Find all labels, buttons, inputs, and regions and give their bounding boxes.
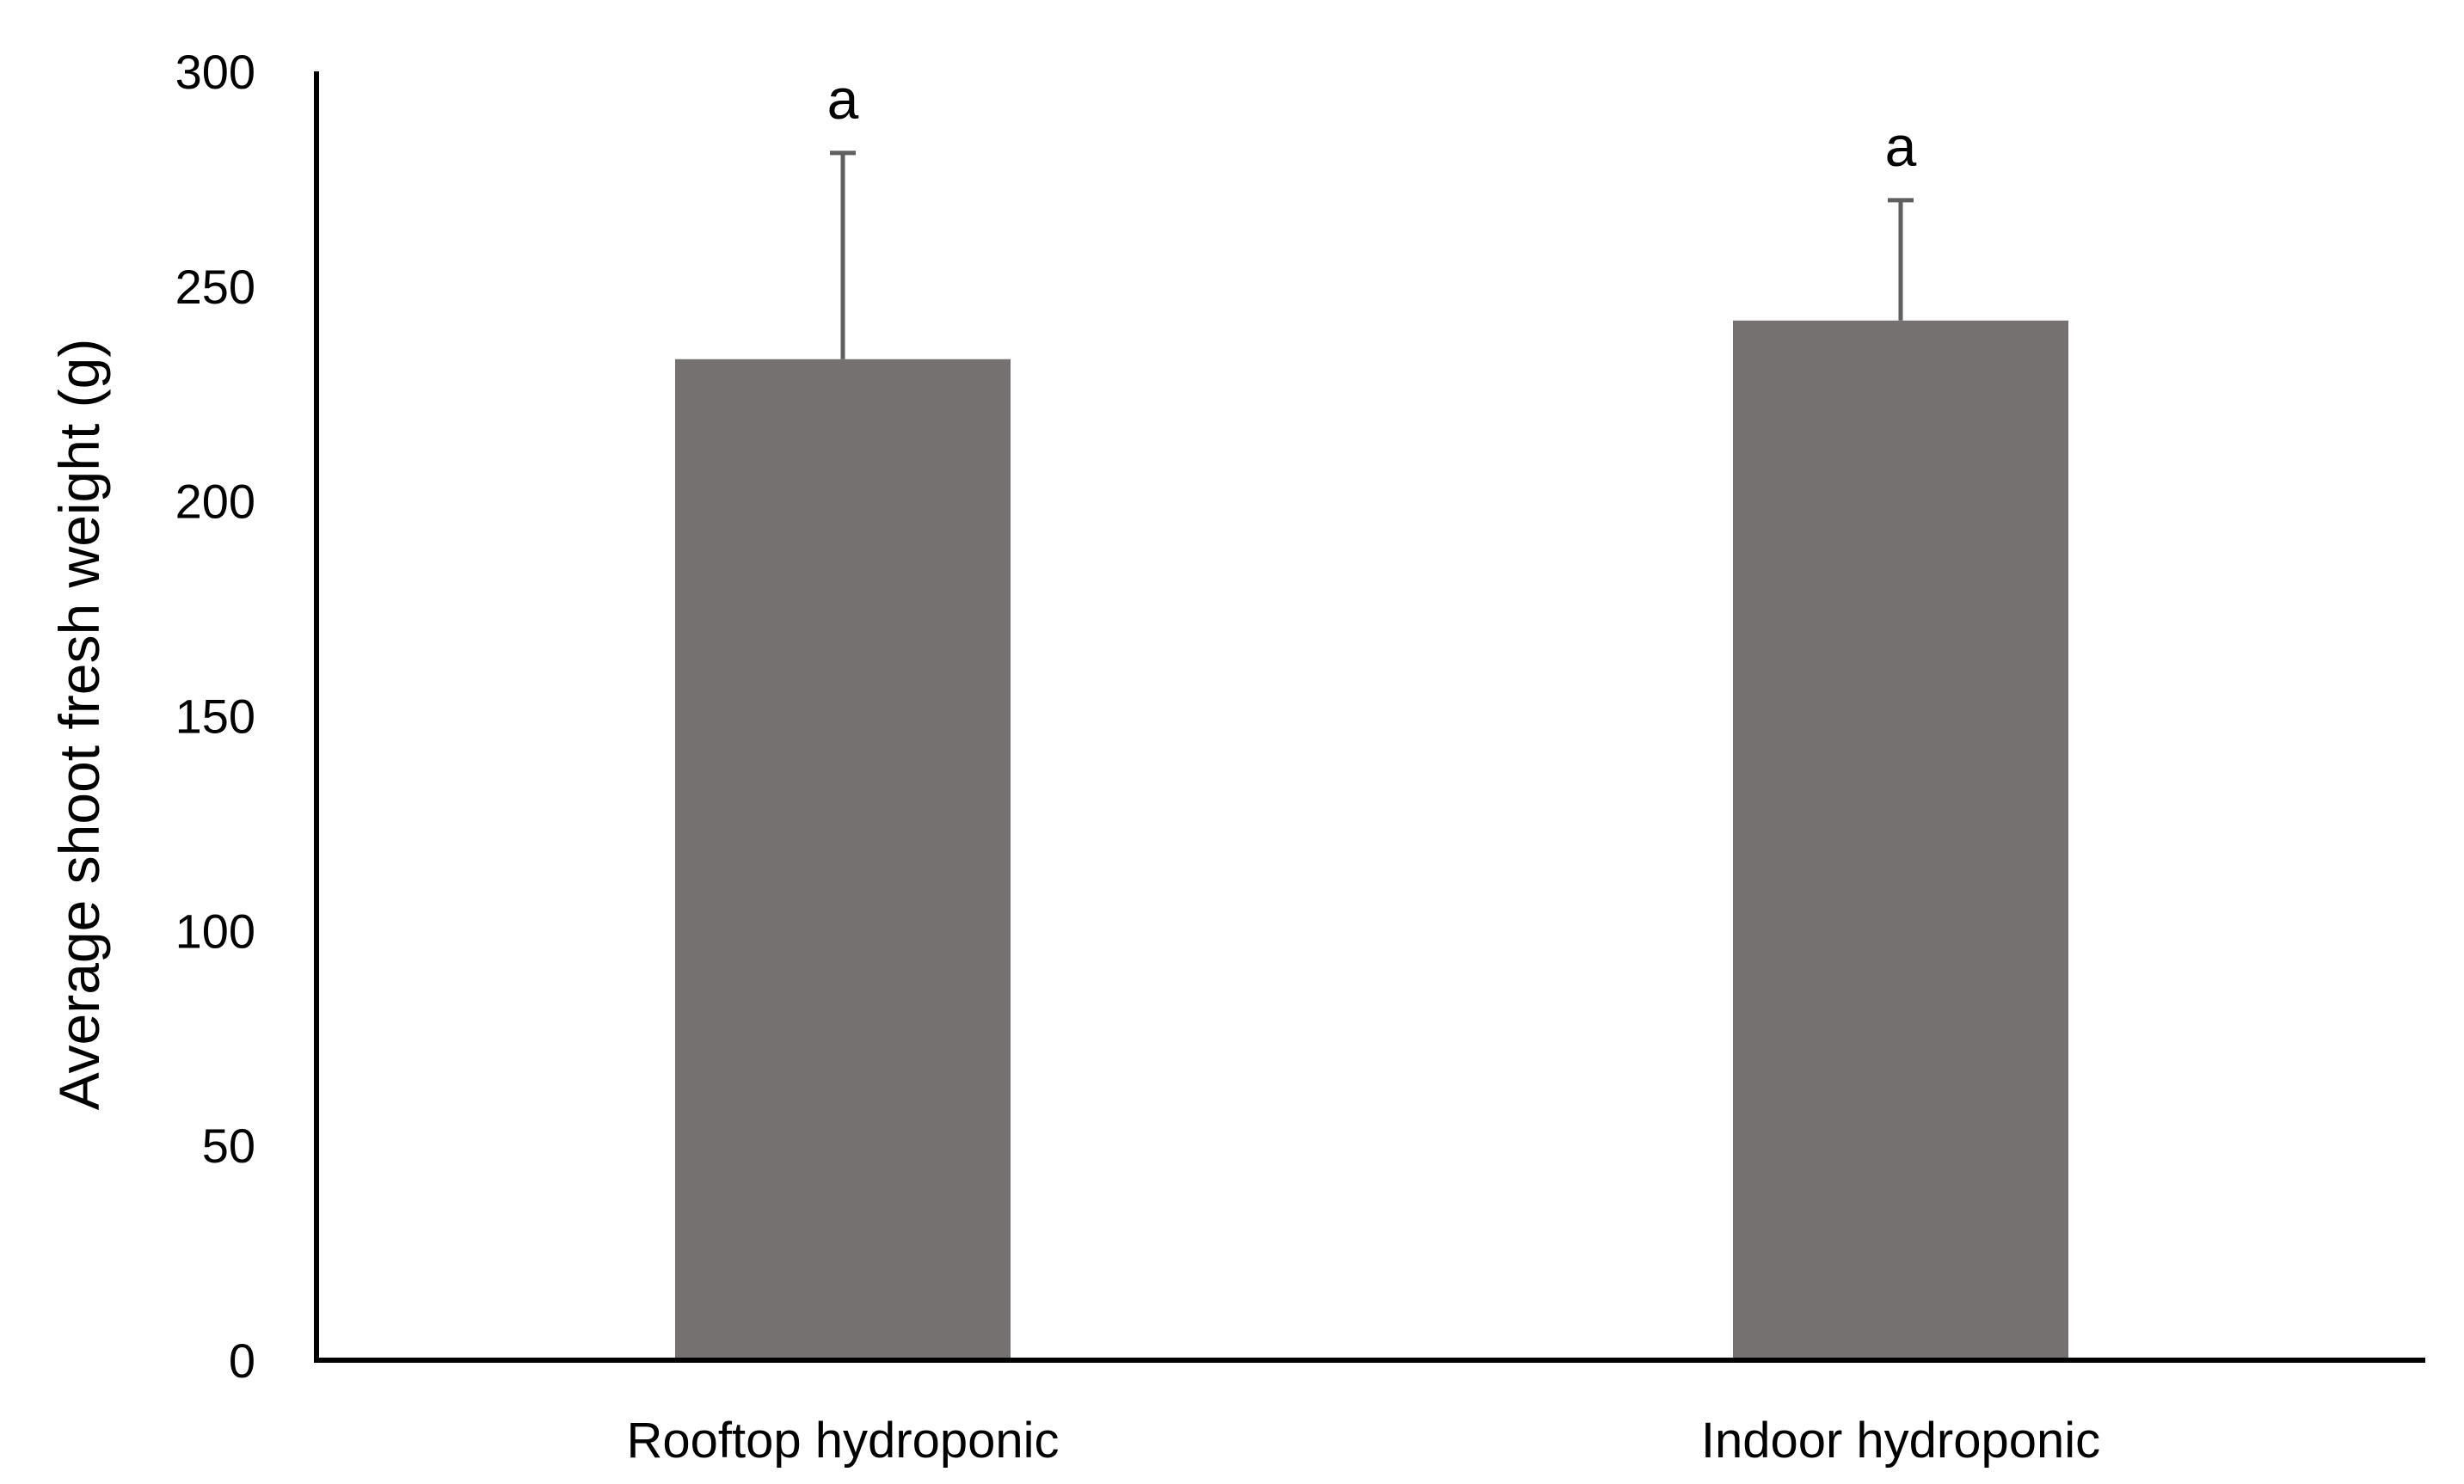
bars-layer: [675, 320, 2068, 1361]
y-tick-label-2: 100: [175, 904, 255, 958]
significance-labels: aa: [827, 67, 1917, 178]
error-bars-layer: [830, 150, 1914, 359]
y-tick-label-4: 200: [175, 475, 255, 529]
y-tick-label-3: 150: [175, 690, 255, 744]
bar-0: [675, 359, 1011, 1361]
y-tick-label-0: 0: [229, 1334, 255, 1388]
y-tick-label-5: 250: [175, 260, 255, 314]
x-category-labels: Rooftop hydroponic Indoor hydroponic: [627, 1413, 2101, 1469]
x-tick-label-0: Rooftop hydroponic: [627, 1413, 1060, 1469]
y-tick-label-1: 50: [202, 1119, 255, 1173]
y-tick-label-6: 300: [175, 45, 255, 99]
significance-letter-0: a: [827, 67, 859, 131]
y-tick-labels: 0 50 100 150 200 250 300: [175, 45, 255, 1388]
axes-layer: [314, 71, 2425, 1363]
significance-letter-1: a: [1885, 114, 1917, 178]
y-axis-title: Average shoot fresh weight (g): [47, 339, 111, 1111]
bar-1: [1733, 320, 2068, 1361]
x-tick-label-1: Indoor hydroponic: [1701, 1413, 2100, 1469]
